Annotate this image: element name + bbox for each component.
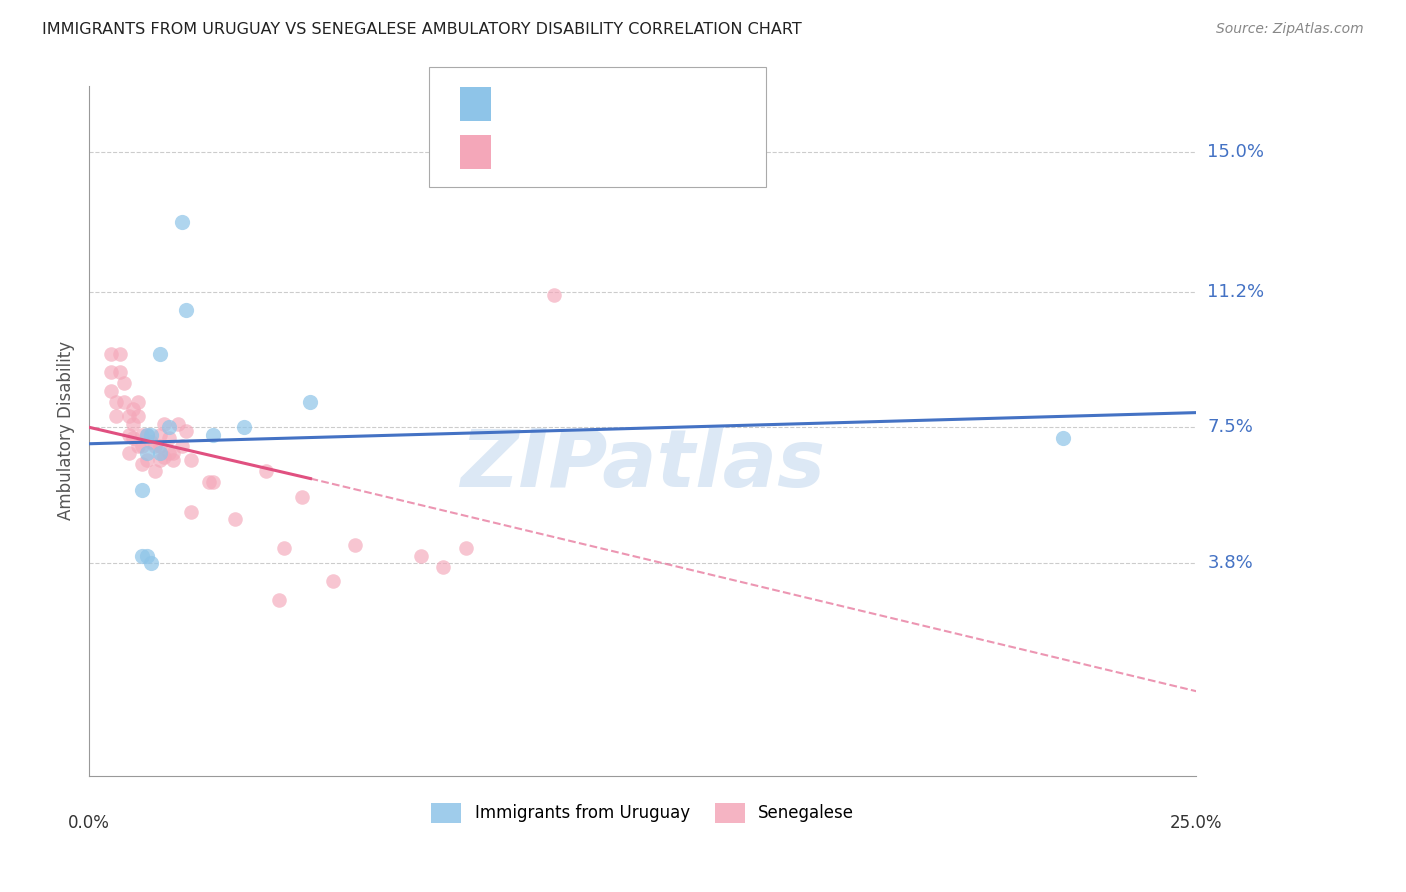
Point xyxy=(127,394,149,409)
Point xyxy=(149,427,172,442)
Point xyxy=(1052,431,1074,445)
Point xyxy=(104,409,127,424)
Point xyxy=(343,538,366,552)
Text: R = 0.088   N = 16: R = 0.088 N = 16 xyxy=(502,95,672,113)
Text: 0.0%: 0.0% xyxy=(67,814,110,832)
Point xyxy=(145,464,167,478)
Text: 7.5%: 7.5% xyxy=(1208,418,1253,436)
Point xyxy=(157,420,180,434)
Point xyxy=(454,541,477,556)
Point xyxy=(411,549,433,563)
Point xyxy=(131,483,153,497)
Point xyxy=(131,549,153,563)
Point xyxy=(543,288,565,302)
Point xyxy=(197,475,219,490)
Point xyxy=(162,446,184,460)
Point xyxy=(118,427,141,442)
Legend: Immigrants from Uruguay, Senegalese: Immigrants from Uruguay, Senegalese xyxy=(425,797,860,830)
Point xyxy=(122,431,145,445)
Point xyxy=(157,431,180,445)
Y-axis label: Ambulatory Disability: Ambulatory Disability xyxy=(58,342,75,521)
Text: 3.8%: 3.8% xyxy=(1208,554,1253,572)
Point xyxy=(131,427,153,442)
Point xyxy=(135,453,157,467)
Point xyxy=(104,394,127,409)
Point xyxy=(139,556,162,570)
Point xyxy=(100,365,122,379)
Point xyxy=(153,417,176,431)
Point xyxy=(299,394,322,409)
Point xyxy=(180,453,202,467)
Point xyxy=(170,439,193,453)
Text: Source: ZipAtlas.com: Source: ZipAtlas.com xyxy=(1216,22,1364,37)
Point xyxy=(180,505,202,519)
Point xyxy=(254,464,277,478)
Point xyxy=(170,215,193,229)
Text: ZIPatlas: ZIPatlas xyxy=(460,426,825,504)
Point xyxy=(108,365,131,379)
Point xyxy=(114,376,136,391)
Point xyxy=(291,490,314,504)
Point xyxy=(149,453,172,467)
Point xyxy=(100,384,122,398)
Point xyxy=(149,347,172,361)
Point xyxy=(202,475,225,490)
Point xyxy=(114,394,136,409)
Point xyxy=(153,450,176,464)
Point xyxy=(131,439,153,453)
Point xyxy=(322,574,344,589)
Point xyxy=(149,439,172,453)
Point xyxy=(135,427,157,442)
Point xyxy=(139,434,162,449)
Point xyxy=(122,401,145,416)
Text: R = -0.116   N = 53: R = -0.116 N = 53 xyxy=(502,144,679,161)
Point xyxy=(122,417,145,431)
Point xyxy=(157,446,180,460)
Point xyxy=(233,420,256,434)
Point xyxy=(269,592,291,607)
Point xyxy=(176,424,198,438)
Point xyxy=(202,427,225,442)
Point xyxy=(176,302,198,317)
Point xyxy=(149,446,172,460)
Point xyxy=(145,439,167,453)
Point xyxy=(162,453,184,467)
Point xyxy=(273,541,295,556)
Point xyxy=(118,409,141,424)
Point xyxy=(166,417,188,431)
Text: 25.0%: 25.0% xyxy=(1170,814,1222,832)
Text: 11.2%: 11.2% xyxy=(1208,283,1264,301)
Point xyxy=(432,559,454,574)
Point xyxy=(127,409,149,424)
Point xyxy=(127,439,149,453)
Text: IMMIGRANTS FROM URUGUAY VS SENEGALESE AMBULATORY DISABILITY CORRELATION CHART: IMMIGRANTS FROM URUGUAY VS SENEGALESE AM… xyxy=(42,22,801,37)
Text: 15.0%: 15.0% xyxy=(1208,144,1264,161)
Point xyxy=(108,347,131,361)
Point xyxy=(135,446,157,460)
Point xyxy=(135,427,157,442)
Point xyxy=(118,446,141,460)
Point xyxy=(100,347,122,361)
Point xyxy=(135,549,157,563)
Point xyxy=(131,457,153,471)
Point xyxy=(139,427,162,442)
Point xyxy=(224,512,246,526)
